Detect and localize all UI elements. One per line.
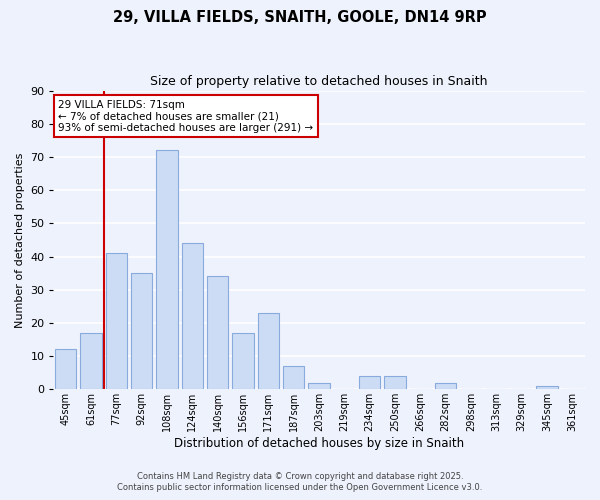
Title: Size of property relative to detached houses in Snaith: Size of property relative to detached ho… bbox=[150, 75, 488, 88]
Bar bbox=[182, 243, 203, 390]
Bar bbox=[536, 386, 558, 390]
Text: 29 VILLA FIELDS: 71sqm
← 7% of detached houses are smaller (21)
93% of semi-deta: 29 VILLA FIELDS: 71sqm ← 7% of detached … bbox=[58, 100, 313, 132]
Bar bbox=[308, 382, 330, 390]
Bar bbox=[359, 376, 380, 390]
Bar bbox=[435, 382, 457, 390]
Bar bbox=[80, 333, 102, 390]
Bar bbox=[384, 376, 406, 390]
Text: 29, VILLA FIELDS, SNAITH, GOOLE, DN14 9RP: 29, VILLA FIELDS, SNAITH, GOOLE, DN14 9R… bbox=[113, 10, 487, 25]
Text: Contains HM Land Registry data © Crown copyright and database right 2025.
Contai: Contains HM Land Registry data © Crown c… bbox=[118, 472, 482, 492]
Bar bbox=[257, 313, 279, 390]
Bar bbox=[232, 333, 254, 390]
Bar bbox=[283, 366, 304, 390]
Bar bbox=[156, 150, 178, 390]
Bar bbox=[207, 276, 229, 390]
Bar bbox=[106, 253, 127, 390]
Y-axis label: Number of detached properties: Number of detached properties bbox=[15, 152, 25, 328]
Bar bbox=[55, 350, 76, 390]
Bar bbox=[131, 273, 152, 390]
X-axis label: Distribution of detached houses by size in Snaith: Distribution of detached houses by size … bbox=[174, 437, 464, 450]
